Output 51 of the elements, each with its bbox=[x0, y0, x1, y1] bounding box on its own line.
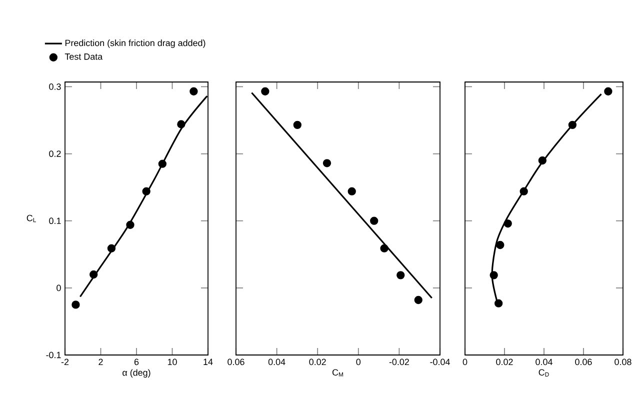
point bbox=[107, 244, 116, 252]
point bbox=[293, 120, 302, 130]
x-tick-label: 0.04 bbox=[536, 358, 552, 366]
point bbox=[414, 296, 422, 304]
x-tick-label: 0.06 bbox=[575, 358, 592, 366]
y-tick-label: 0.3 bbox=[49, 84, 61, 90]
legend-label: Test Data bbox=[64, 54, 103, 60]
y-tick-label: 0.1 bbox=[49, 218, 61, 224]
point bbox=[348, 187, 356, 196]
x-tick-label: 6 bbox=[134, 358, 139, 366]
y-tick-label: -0.1 bbox=[46, 352, 61, 358]
point bbox=[504, 219, 512, 228]
x-tick-label: 0.02 bbox=[496, 358, 513, 366]
point bbox=[370, 216, 378, 225]
y-tick-label: 0 bbox=[56, 284, 61, 292]
x-tick-label: 0 bbox=[356, 358, 361, 366]
point bbox=[520, 187, 528, 196]
point bbox=[604, 87, 612, 96]
x-tick-label: 0.02 bbox=[309, 358, 326, 366]
point bbox=[126, 220, 134, 229]
x-tick-label: -2 bbox=[61, 358, 69, 366]
point bbox=[490, 271, 498, 280]
point bbox=[72, 300, 80, 309]
x-tick-label: 10 bbox=[168, 358, 177, 366]
x-tick-label: 0.04 bbox=[268, 358, 286, 366]
x-axis-title: C$_{D}$ bbox=[538, 369, 549, 377]
x-tick-label: -0.02 bbox=[389, 358, 409, 366]
point bbox=[90, 270, 98, 279]
x-tick-label: 0.08 bbox=[614, 358, 632, 366]
y-tick-label: 0.2 bbox=[49, 150, 61, 157]
legend-label: Prediction (skin friction drag added) bbox=[65, 40, 206, 48]
x-tick-label: 0 bbox=[462, 358, 468, 366]
point bbox=[190, 87, 198, 96]
point bbox=[496, 240, 504, 250]
x-axis-title: α (deg) bbox=[122, 369, 150, 378]
point bbox=[158, 160, 167, 168]
x-tick-label: -0.04 bbox=[430, 358, 450, 366]
point bbox=[568, 120, 577, 130]
x-axis-title: C$_{M}$ bbox=[332, 369, 343, 377]
point bbox=[261, 87, 270, 96]
y-axis-title: C$_{L}$ bbox=[26, 214, 36, 222]
point bbox=[494, 299, 503, 308]
point bbox=[538, 156, 547, 165]
x-tick-label: 2 bbox=[98, 358, 103, 366]
point bbox=[177, 120, 186, 128]
point bbox=[322, 159, 332, 168]
x-tick-label: 0.06 bbox=[228, 358, 244, 366]
x-tick-label: 14 bbox=[204, 358, 213, 365]
point bbox=[380, 244, 388, 252]
point bbox=[396, 271, 405, 280]
point bbox=[142, 187, 150, 196]
